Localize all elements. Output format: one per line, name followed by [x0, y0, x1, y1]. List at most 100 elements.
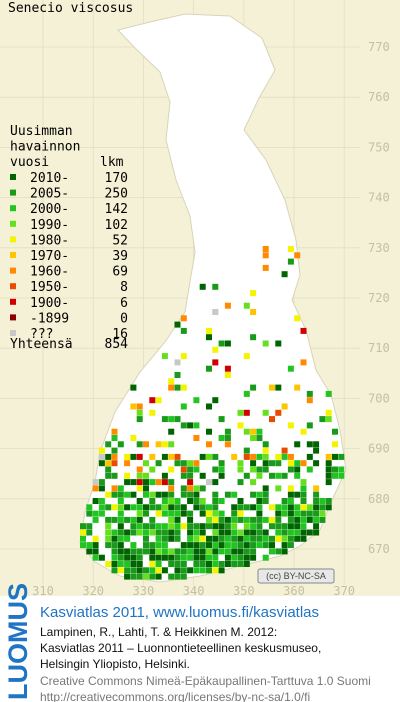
- cell: [187, 466, 194, 473]
- cell: [294, 491, 301, 498]
- y-grid-label: 720: [368, 291, 390, 305]
- cell: [281, 403, 288, 410]
- cell: [117, 516, 124, 523]
- cell: [256, 498, 263, 504]
- cell: [262, 409, 269, 416]
- cell: [143, 504, 149, 511]
- cell: [155, 491, 162, 498]
- cell: [174, 416, 181, 423]
- cell: [243, 409, 250, 416]
- cell: [300, 510, 307, 517]
- cell: [313, 516, 320, 523]
- cell: [269, 548, 275, 555]
- cell: [117, 554, 124, 561]
- cell: [275, 516, 282, 523]
- cell: [256, 529, 263, 536]
- cell: [136, 466, 143, 473]
- cell: [300, 504, 307, 511]
- cell: [111, 561, 118, 567]
- cell: [212, 466, 219, 473]
- cell: [294, 523, 301, 530]
- cell: [325, 460, 332, 467]
- cell: [199, 498, 206, 504]
- legend-label: 1970-: [30, 249, 69, 264]
- cell: [136, 441, 143, 448]
- cell: [269, 542, 275, 549]
- cell: [155, 529, 162, 536]
- cell: [143, 491, 149, 498]
- cell: [262, 542, 269, 549]
- cell: [332, 428, 338, 435]
- cell: [193, 535, 200, 542]
- citation-line: Kasviatlas 2011 – Luonnontieteellinen ke…: [40, 641, 321, 655]
- cell: [250, 428, 257, 435]
- x-grid-label: 310: [32, 584, 54, 598]
- cell: [187, 498, 194, 504]
- cell: [275, 535, 282, 542]
- x-grid-label: 320: [82, 584, 104, 598]
- cell: [218, 548, 225, 555]
- cell: [161, 523, 168, 530]
- cell: [319, 498, 326, 504]
- cell: [111, 447, 118, 454]
- cell: [250, 334, 257, 341]
- cell: [199, 453, 206, 460]
- legend-header: Uusimman: [10, 124, 73, 139]
- cell: [130, 548, 137, 555]
- cell: [224, 542, 231, 549]
- cell: [224, 365, 231, 372]
- cell: [275, 340, 282, 347]
- cell: [124, 460, 131, 467]
- cell: [117, 504, 124, 511]
- cell: [143, 441, 149, 448]
- cell: [269, 523, 275, 530]
- cell: [117, 485, 124, 492]
- cell: [199, 548, 206, 555]
- cell: [92, 554, 99, 561]
- cell: [80, 535, 86, 542]
- cell: [300, 460, 307, 467]
- cell: [250, 290, 257, 297]
- legend-count: 39: [112, 249, 128, 264]
- cell: [98, 447, 105, 454]
- cell: [218, 510, 225, 517]
- cell: [155, 535, 162, 542]
- cell: [187, 479, 194, 486]
- cell: [275, 529, 282, 536]
- cell: [111, 435, 118, 441]
- cell: [306, 397, 313, 404]
- cell: [206, 504, 212, 511]
- footer-text: Lampinen, R., Lahti, T. & Heikkinen M. 2…: [40, 625, 371, 702]
- cell: [237, 535, 244, 542]
- cell: [319, 416, 326, 423]
- cell: [124, 453, 131, 460]
- cell: [86, 523, 93, 530]
- cell: [237, 554, 244, 561]
- luomus-logo: LUOMUS: [3, 583, 33, 700]
- cell: [161, 453, 168, 460]
- cell: [149, 573, 156, 580]
- cell: [155, 561, 162, 567]
- cell: [281, 472, 288, 479]
- cell: [287, 365, 294, 372]
- cell: [306, 390, 313, 397]
- cell: [224, 554, 231, 561]
- cell: [325, 390, 332, 397]
- cell: [243, 504, 250, 511]
- cell: [218, 472, 225, 479]
- cell: [250, 535, 257, 542]
- cell: [325, 498, 332, 504]
- cell: [161, 535, 168, 542]
- cell: [111, 460, 118, 467]
- cell: [193, 542, 200, 549]
- cell: [212, 453, 219, 460]
- cell: [243, 447, 250, 454]
- cell: [287, 258, 294, 265]
- cell: [306, 441, 313, 448]
- cell: [250, 529, 257, 536]
- cell: [287, 523, 294, 530]
- cell: [206, 479, 212, 486]
- cell: [325, 453, 332, 460]
- cell: [180, 504, 187, 511]
- cell: [256, 516, 263, 523]
